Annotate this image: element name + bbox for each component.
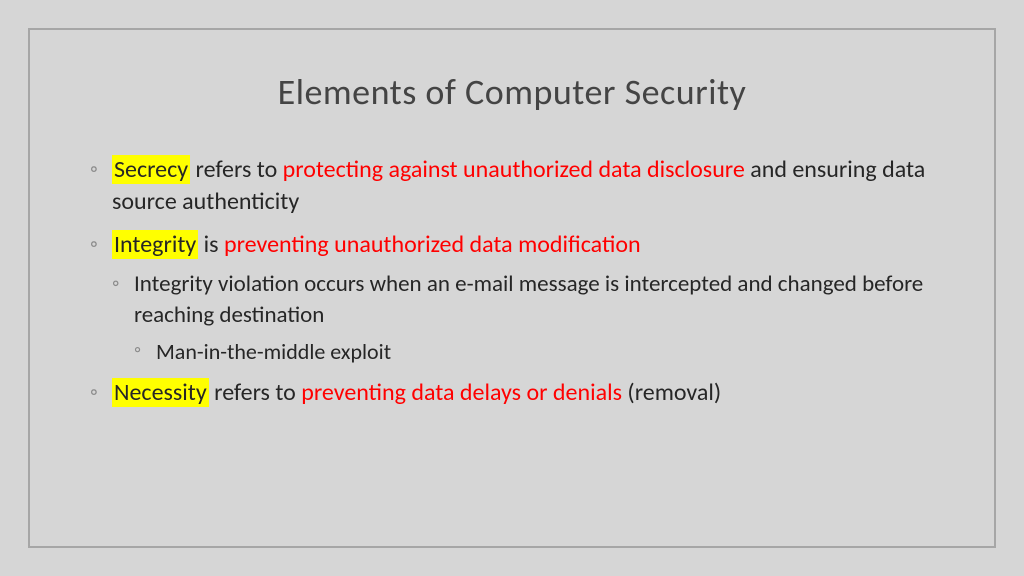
text-emphasis: preventing unauthorized data modificatio… — [224, 230, 641, 259]
term-highlight: Integrity — [112, 230, 198, 259]
slide-frame: Elements of Computer Security Secrecy re… — [28, 28, 996, 548]
sub-list: Integrity violation occurs when an e-mai… — [112, 269, 934, 367]
sub-sub-text: Man-in-the-middle exploit — [156, 338, 391, 365]
list-item: Necessity refers to preventing data dela… — [90, 377, 934, 409]
sub-text: Integrity violation occurs when an e-mai… — [134, 270, 923, 329]
list-item: Integrity is preventing unauthorized dat… — [90, 229, 934, 367]
list-item: Secrecy refers to protecting against una… — [90, 154, 934, 219]
text-mid: refers to — [209, 378, 302, 407]
term-highlight: Necessity — [112, 378, 209, 407]
text-emphasis: protecting against unauthorized data dis… — [283, 155, 745, 184]
bullet-list: Secrecy refers to protecting against una… — [90, 154, 934, 409]
term-highlight: Secrecy — [112, 155, 190, 184]
text-emphasis: preventing data delays or denials — [301, 378, 622, 407]
text-rest: (removal) — [622, 378, 721, 407]
slide-title: Elements of Computer Security — [90, 70, 934, 114]
text-mid: refers to — [190, 155, 283, 184]
list-item: Integrity violation occurs when an e-mai… — [112, 269, 934, 367]
list-item: Man-in-the-middle exploit — [134, 337, 934, 367]
slide: Elements of Computer Security Secrecy re… — [0, 0, 1024, 576]
text-mid: is — [198, 230, 224, 259]
sub-sub-list: Man-in-the-middle exploit — [134, 337, 934, 367]
